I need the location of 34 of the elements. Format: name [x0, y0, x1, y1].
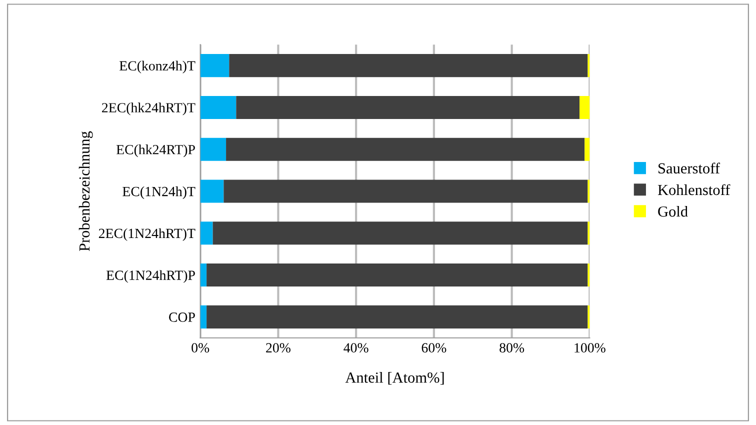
- bar: [200, 305, 207, 328]
- y-tick-label: EC(konz4h)T: [120, 60, 196, 74]
- y-tick-label: 2EC(hk24hRT)T: [102, 102, 196, 116]
- bar: [206, 305, 588, 328]
- x-tick-label: 20%: [266, 343, 290, 353]
- bar: [224, 180, 588, 203]
- bar: [200, 180, 224, 203]
- x-tick-label: 80%: [500, 343, 524, 353]
- y-tick-label: EC(1N24h)T: [122, 186, 196, 200]
- bar: [226, 138, 585, 161]
- bar: [212, 222, 588, 245]
- x-tick-label: 60%: [422, 343, 446, 353]
- bar: [200, 54, 230, 78]
- legend-label: Kohlenstoff: [658, 184, 730, 196]
- bar: [200, 264, 207, 287]
- y-tick-label: COP: [169, 312, 195, 322]
- x-tick-label: 40%: [344, 343, 368, 353]
- y-tick-label: 2EC(1N24hRT)T: [98, 228, 196, 241]
- bar: [200, 222, 213, 245]
- bar: [580, 96, 590, 119]
- bar: [236, 96, 580, 119]
- x-tick-label: 0%: [192, 343, 210, 353]
- bar: [229, 54, 588, 78]
- x-tick-label: 100%: [574, 343, 606, 353]
- bar: [200, 96, 236, 119]
- bar: [206, 264, 588, 287]
- legend-label: Sauerstoff: [658, 162, 720, 174]
- bar: [584, 138, 590, 161]
- x-axis-title: Anteil [Atom%]: [345, 372, 444, 385]
- bar: [200, 138, 226, 161]
- y-tick-label: EC(hk24RT)P: [116, 144, 195, 158]
- y-tick-label: EC(1N24hRT)P: [106, 270, 195, 283]
- y-axis-title: Probenbezeichnung: [78, 131, 93, 252]
- legend-label: Gold: [658, 206, 688, 217]
